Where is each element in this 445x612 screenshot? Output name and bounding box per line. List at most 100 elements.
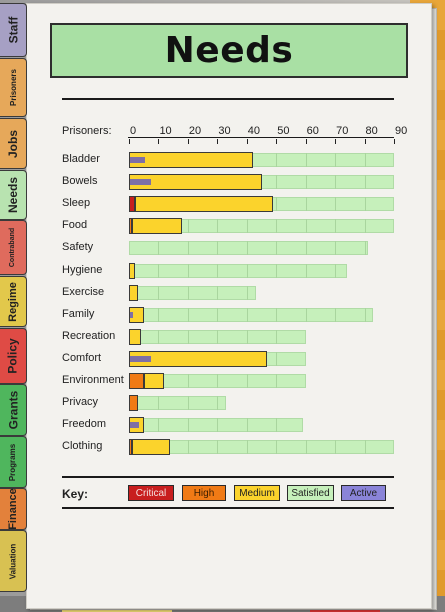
bar-medium-sleep bbox=[134, 196, 274, 212]
bar-gridline bbox=[246, 440, 248, 454]
need-label-sleep: Sleep bbox=[62, 197, 91, 209]
bar-gridline bbox=[335, 219, 337, 233]
bar-active-family bbox=[130, 312, 133, 318]
tab-label: Grants bbox=[6, 390, 20, 430]
bar-gridline bbox=[276, 418, 278, 432]
divider-key-top bbox=[62, 476, 394, 478]
bar-gridline bbox=[364, 241, 366, 255]
legend-satisfied: Satisfied bbox=[287, 485, 334, 501]
tab-label: Prisoners bbox=[8, 69, 18, 106]
tab-jobs[interactable]: Jobs bbox=[0, 118, 27, 169]
bar-medium-food bbox=[131, 218, 182, 234]
bar-gridline bbox=[187, 308, 189, 322]
bar-gridline bbox=[158, 330, 160, 344]
tab-needs[interactable]: Needs bbox=[0, 170, 27, 220]
legend-critical: Critical bbox=[128, 485, 174, 501]
tab-contraband[interactable]: Contraband bbox=[0, 220, 27, 275]
bar-gridline bbox=[158, 418, 160, 432]
bar-critical-sleep bbox=[129, 196, 135, 212]
bar-gridline bbox=[158, 396, 160, 410]
tab-policy[interactable]: Policy bbox=[0, 328, 27, 384]
bar-gridline bbox=[276, 197, 278, 211]
bar-medium-clothing bbox=[131, 439, 171, 455]
bar-high-clothing bbox=[129, 439, 132, 455]
bar-gridline bbox=[246, 418, 248, 432]
need-label-privacy: Privacy bbox=[62, 396, 99, 408]
bar-gridline bbox=[364, 440, 366, 454]
tick-mark bbox=[364, 139, 366, 144]
tick-label: 70 bbox=[336, 125, 349, 137]
tick-mark bbox=[335, 139, 337, 144]
tick-label: 80 bbox=[365, 125, 378, 137]
tick-label: 20 bbox=[188, 125, 202, 137]
bar-gridline bbox=[305, 153, 307, 167]
bar-gridline bbox=[305, 440, 307, 454]
bar-gridline bbox=[335, 197, 337, 211]
bar-gridline bbox=[276, 374, 278, 388]
bar-gridline bbox=[335, 264, 337, 278]
need-label-environment: Environment bbox=[62, 374, 124, 386]
bar-high-environment bbox=[129, 373, 144, 389]
bar-medium-comfort bbox=[129, 351, 268, 367]
bar-gridline bbox=[276, 264, 278, 278]
bar-gridline bbox=[364, 308, 366, 322]
tick-label: 30 bbox=[218, 125, 231, 137]
bar-gridline bbox=[305, 197, 307, 211]
bar-medium-environment bbox=[143, 373, 165, 389]
tab-label: Contraband bbox=[9, 227, 17, 268]
tick-label: 10 bbox=[159, 125, 172, 137]
tick-label: 0 bbox=[130, 125, 137, 137]
tab-finance[interactable]: Finance bbox=[0, 488, 27, 530]
bar-gridline bbox=[246, 264, 248, 278]
bar-gridline bbox=[217, 219, 219, 233]
tab-label: Needs bbox=[6, 176, 20, 214]
tick-mark bbox=[394, 139, 395, 144]
tick-mark bbox=[217, 139, 219, 144]
bar-gridline bbox=[276, 241, 278, 255]
bar-gridline bbox=[276, 153, 278, 167]
need-label-food: Food bbox=[62, 219, 88, 231]
tick-mark bbox=[129, 139, 130, 144]
bar-gridline bbox=[246, 374, 248, 388]
bar-gridline bbox=[246, 286, 248, 300]
need-label-bowels: Bowels bbox=[62, 175, 98, 187]
need-label-hygiene: Hygiene bbox=[62, 264, 103, 276]
bar-gridline bbox=[187, 396, 189, 410]
bar-high-food bbox=[129, 218, 132, 234]
bar-gridline bbox=[246, 308, 248, 322]
tab-grants[interactable]: Grants bbox=[0, 384, 27, 436]
page-title: Needs bbox=[164, 30, 294, 71]
bar-medium-hygiene bbox=[129, 263, 135, 279]
bar-active-bladder bbox=[130, 157, 145, 163]
tick-mark bbox=[246, 139, 248, 144]
bar-gridline bbox=[217, 241, 219, 255]
bar-gridline bbox=[335, 308, 337, 322]
tab-regime[interactable]: Regime bbox=[0, 276, 27, 327]
bar-gridline bbox=[217, 264, 219, 278]
bar-satisfied-hygiene bbox=[129, 264, 347, 278]
bar-gridline bbox=[217, 418, 219, 432]
bar-gridline bbox=[276, 440, 278, 454]
tab-staff[interactable]: Staff bbox=[0, 3, 27, 57]
bar-gridline bbox=[187, 330, 189, 344]
bar-gridline bbox=[158, 241, 160, 255]
tab-label: Programs bbox=[8, 443, 18, 481]
bar-medium-recreation bbox=[129, 329, 141, 345]
tick-mark bbox=[276, 139, 278, 144]
bar-satisfied-family bbox=[129, 308, 374, 322]
tab-label: Jobs bbox=[6, 129, 21, 158]
bar-gridline bbox=[305, 219, 307, 233]
bar-gridline bbox=[187, 374, 189, 388]
bar-active-comfort bbox=[130, 356, 151, 362]
tab-programs[interactable]: Programs bbox=[0, 436, 27, 488]
bar-gridline bbox=[305, 264, 307, 278]
bar-gridline bbox=[217, 396, 219, 410]
bar-active-freedom bbox=[130, 422, 139, 428]
tick-mark bbox=[158, 139, 160, 144]
bar-gridline bbox=[276, 219, 278, 233]
bar-gridline bbox=[217, 308, 219, 322]
tab-prisoners[interactable]: Prisoners bbox=[0, 58, 27, 117]
tab-valuation[interactable]: Valuation bbox=[0, 530, 27, 592]
bar-gridline bbox=[158, 308, 160, 322]
need-label-family: Family bbox=[62, 308, 95, 320]
